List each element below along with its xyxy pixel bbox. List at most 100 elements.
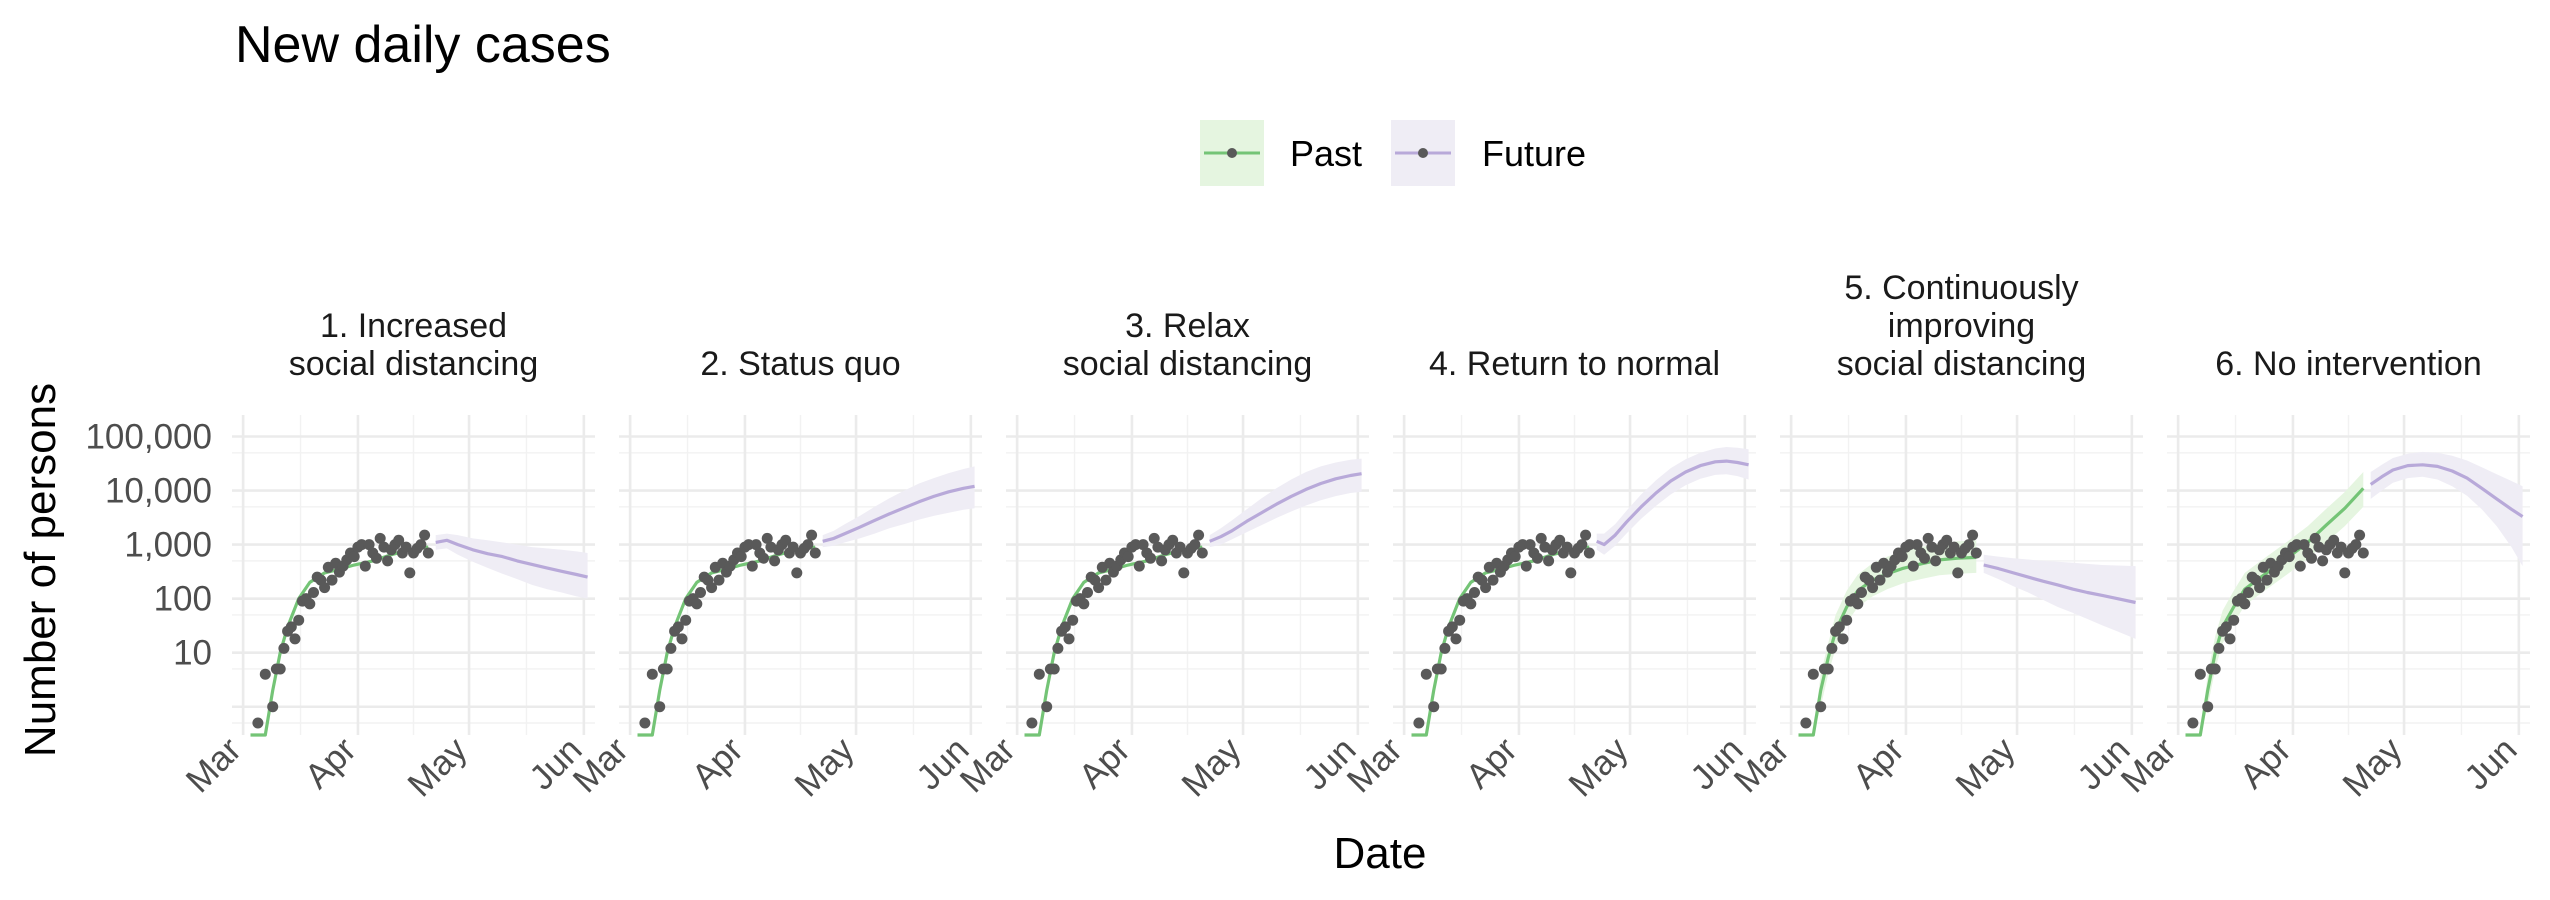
x-tick-label: May [400,730,475,805]
observed-point [1439,642,1451,654]
observed-point [769,555,781,567]
facet-title-line: 2. Status quo [700,345,900,383]
observed-point [1970,547,1982,559]
observed-point [676,633,688,645]
facet-title-line: social distancing [289,345,538,383]
observed-point [1576,539,1588,551]
observed-point [1435,663,1447,675]
observed-point [1067,614,1079,626]
x-tick-label: Apr [1846,730,1912,796]
x-axis-title: Date [1334,829,1427,878]
observed-point [293,614,305,626]
observed-point [1480,582,1492,594]
observed-point [1156,555,1168,567]
y-tick-label: 1,000 [124,526,212,565]
observed-point [1509,551,1521,563]
observed-point [1193,529,1205,541]
observed-point [672,621,684,633]
observed-point [2335,541,2347,553]
observed-point [1815,701,1827,713]
y-tick-label: 10,000 [105,472,212,511]
observed-point [1487,574,1499,586]
observed-point [1565,567,1577,579]
observed-point [1941,534,1953,546]
observed-point [2298,539,2310,551]
observed-point [1033,668,1045,680]
observed-point [1896,551,1908,563]
observed-point [639,717,651,729]
facet-title-line: social distancing [1837,345,2086,383]
observed-point [1963,539,1975,551]
x-tick-label: Apr [685,730,751,796]
observed-point [1919,552,1930,564]
observed-point [1137,539,1149,551]
observed-point [259,668,271,680]
observed-point [400,541,412,553]
future-band [1209,458,1362,548]
observed-point [2354,529,2366,541]
observed-point [1189,539,1201,551]
observed-point [1148,532,1160,544]
observed-point [1145,552,1156,564]
observed-point [415,539,427,551]
observed-point [1026,717,1038,729]
observed-point [1450,633,1462,645]
observed-point [1856,587,1867,598]
x-tick-label: Mar [1727,730,1797,800]
observed-point [1167,534,1179,546]
observed-point [1465,598,1477,610]
legend-label-past: Past [1290,133,1362,174]
observed-point [680,614,692,626]
observed-point [758,552,769,564]
future-band [2370,451,2523,567]
observed-point [1561,541,1573,553]
observed-point [1524,539,1536,551]
observed-point [1833,621,1845,633]
observed-point [359,560,371,572]
past-band [2185,472,2364,735]
observed-point [1174,541,1186,553]
observed-point [735,551,747,563]
x-tick-label: Mar [1340,730,1410,800]
observed-point [787,541,799,553]
observed-point [285,621,297,633]
observed-point [1822,663,1834,675]
observed-point [308,587,319,598]
observed-point [2213,642,2225,654]
observed-point [761,532,773,544]
observed-point [1100,574,1112,586]
observed-point [2202,701,2214,713]
future-line [2369,463,2524,518]
observed-point [371,552,382,564]
observed-point [393,534,405,546]
x-tick-label: Apr [298,730,364,796]
observed-point [1082,587,1093,598]
observed-point [665,642,677,654]
observed-point [2283,551,2295,563]
observed-point [661,663,673,675]
y-tick-label: 100,000 [85,418,212,457]
observed-point [1967,529,1979,541]
observed-point [2261,574,2273,586]
future-line [822,484,975,543]
observed-point [1469,587,1480,598]
facet-title-line: 4. Return to normal [1429,345,1720,383]
observed-point [1580,529,1592,541]
observed-point [1413,717,1425,729]
x-tick-label: May [1174,730,1249,805]
y-tick-label: 100 [154,580,212,619]
observed-point [1841,614,1853,626]
observed-point [2228,614,2240,626]
observed-point [1922,532,1934,544]
observed-point [1800,717,1812,729]
observed-point [267,701,279,713]
observed-point [1133,560,1145,572]
facet-title-line: 5. Continuously [1844,269,2078,307]
observed-point [646,668,658,680]
observed-point [1826,642,1838,654]
